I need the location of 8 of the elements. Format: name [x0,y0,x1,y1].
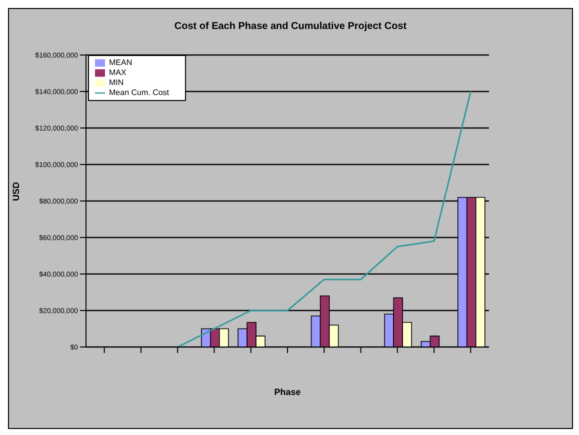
line-series [176,90,472,347]
x-axis-title: Phase [274,387,301,397]
legend-label: Mean Cum. Cost [109,88,170,98]
legend-label: MEAN [109,58,132,68]
y-axis-title: USD [11,182,22,201]
legend-label: MIN [109,78,124,88]
chart-title: Cost of Each Phase and Cumulative Project Cost [173,20,408,32]
legend-label: MAX [109,68,126,78]
